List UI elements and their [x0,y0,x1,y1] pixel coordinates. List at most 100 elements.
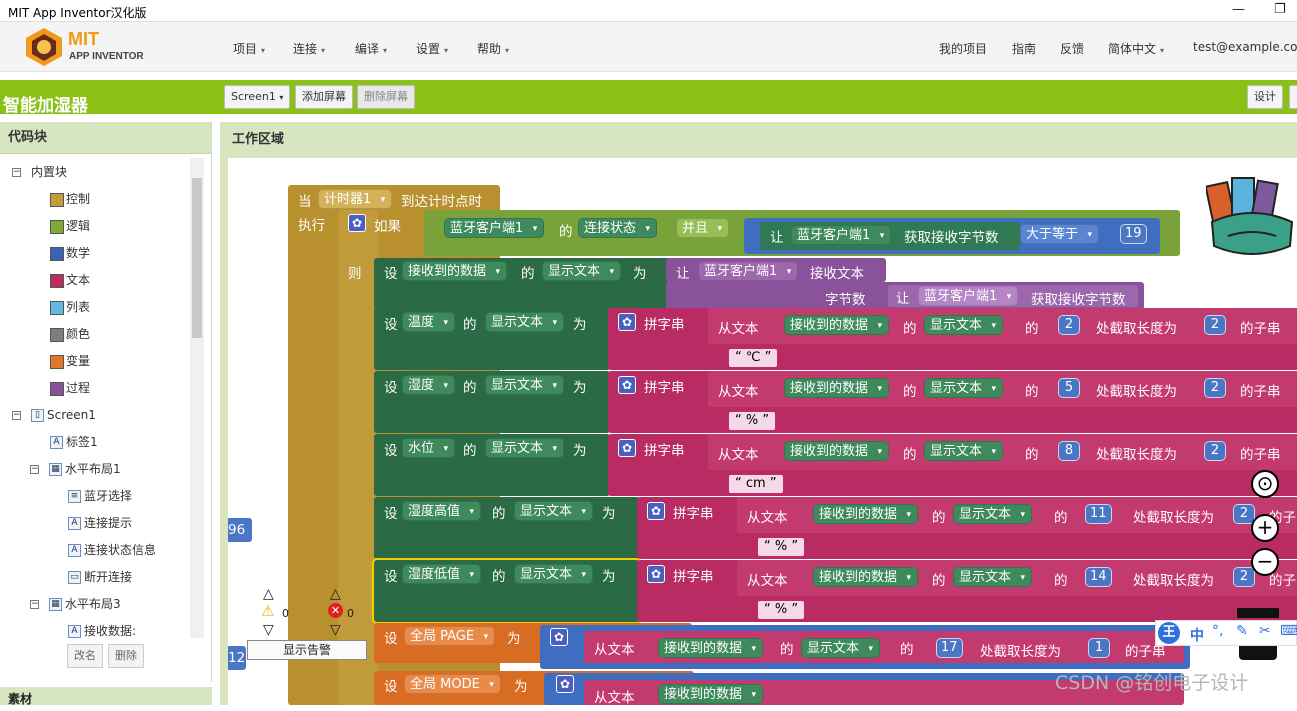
disp-prop-dropdown[interactable]: 显示文本 ▾ [953,567,1033,587]
tree-item-2[interactable]: 逻辑 [50,216,90,236]
start-number[interactable]: 8 [1058,441,1080,461]
recv-component-dropdown[interactable]: 接收到的数据 ▾ [658,638,764,658]
tree-toggle-icon[interactable]: − [30,464,39,474]
link-my-projects[interactable]: 我的项目 [939,42,988,56]
zoom-out-icon[interactable]: − [1251,548,1279,576]
center-target-icon[interactable]: ⊙ [1251,470,1279,498]
disp-prop-dropdown[interactable]: 显示文本 ▾ [514,501,594,521]
tree-item-3[interactable]: 数学 [50,243,90,263]
disp-prop-dropdown[interactable]: 显示文本 ▾ [514,564,594,584]
number-stub-12[interactable] [228,646,246,670]
link-feedback[interactable]: 反馈 [1060,42,1085,56]
disp-prop-dropdown[interactable]: 显示文本 ▾ [924,378,1004,398]
ime-pen-icon[interactable]: ✎ [1236,623,1248,639]
menu-connect[interactable]: 连接 ▾ [293,42,326,56]
recv-component-dropdown[interactable]: 接收到的数据 ▾ [784,378,890,398]
tree-item-16[interactable]: − ▦ 水平布局3 [30,594,121,614]
number-17[interactable]: 17 [936,638,963,658]
mutator-gear-icon[interactable]: ✿ [618,313,636,331]
mutator-gear-icon[interactable]: ✿ [348,214,366,232]
tree-item-13[interactable]: A 连接提示 [68,513,132,533]
bt-client-dropdown[interactable]: 蓝牙客户端1 ▾ [791,225,892,245]
ime-keyboard-icon[interactable]: ⌨ [1280,623,1297,639]
var-component-dropdown[interactable]: 湿度 ▾ [402,375,456,395]
recv-component-dropdown[interactable]: 接收到的数据 ▾ [658,684,764,704]
recv-component-dropdown[interactable]: 接收到的数据 ▾ [813,504,919,524]
language-menu[interactable]: 简体中文 ▾ [1108,42,1165,56]
recv-component-dropdown[interactable]: 接收到的数据 ▾ [784,441,890,461]
app-inventor-logo[interactable]: MIT APP INVENTOR [22,26,152,66]
length-number[interactable]: 2 [1204,441,1226,461]
ime-punct-icon[interactable]: °, [1212,623,1224,639]
mutator-gear-icon[interactable]: ✿ [550,628,568,646]
recv-component-dropdown[interactable]: 接收到的数据 ▾ [813,567,919,587]
disp-prop-dropdown[interactable]: 显示文本 ▾ [485,438,565,458]
warn-up-arrow-icon[interactable]: △ [263,586,274,602]
mutator-gear-icon[interactable]: ✿ [618,439,636,457]
start-number[interactable]: 14 [1085,567,1112,587]
number-stub-96[interactable] [228,518,252,542]
unit-text[interactable]: “ cm ” [728,474,784,494]
number-19[interactable]: 19 [1120,224,1147,244]
disp-prop-dropdown[interactable]: 显示文本 ▾ [953,504,1033,524]
screen-selector[interactable]: Screen1 ▾ [224,85,291,109]
recv-component-dropdown[interactable]: 接收到的数据 ▾ [402,261,508,281]
show-warnings-button[interactable]: 显示告警 [247,640,367,660]
start-number[interactable]: 11 [1085,504,1112,524]
disp-prop-dropdown[interactable]: 显示文本 ▾ [485,312,565,332]
backpack-icon[interactable] [1206,174,1297,260]
global-mode-dropdown[interactable]: 全局 MODE ▾ [404,674,501,694]
user-account[interactable]: test@example.com [1193,40,1297,54]
unit-text[interactable]: “ % ” [757,537,806,557]
tree-item-8[interactable]: 过程 [50,378,90,398]
start-number[interactable]: 2 [1058,315,1080,335]
start-number[interactable]: 5 [1058,378,1080,398]
palette-scrollbar[interactable] [190,158,204,638]
var-component-dropdown[interactable]: 温度 ▾ [402,312,456,332]
ime-scissors-icon[interactable]: ✂ [1259,623,1271,639]
bt-client-dropdown[interactable]: 蓝牙客户端1 ▾ [444,218,545,238]
menu-project[interactable]: 项目 ▾ [233,42,266,56]
menu-settings[interactable]: 设置 ▾ [416,42,449,56]
global-page-dropdown[interactable]: 全局 PAGE ▾ [404,626,496,646]
rename-button[interactable]: 改名 [67,644,103,668]
mutator-gear-icon[interactable]: ✿ [647,565,665,583]
add-screen-button[interactable]: 添加屏幕 [295,85,353,109]
unit-text[interactable]: “ % ” [728,411,777,431]
tree-item-0[interactable]: − 内置块 [12,162,67,182]
length-number[interactable]: 2 [1233,504,1255,524]
conn-status-dropdown[interactable]: 连接状态 ▾ [578,218,658,238]
tree-item-7[interactable]: 变量 [50,351,90,371]
number-1[interactable]: 1 [1088,638,1110,658]
timer-component-dropdown[interactable]: 计时器1 ▾ [318,189,393,209]
disp-prop-dropdown[interactable]: 显示文本 ▾ [924,315,1004,335]
disp-prop-dropdown[interactable]: 显示文本 ▾ [924,441,1004,461]
tree-toggle-icon[interactable]: − [30,599,39,609]
ime-language[interactable]: 中 [1190,628,1204,644]
length-number[interactable]: 2 [1204,378,1226,398]
disp-prop-dropdown[interactable]: 显示文本 ▾ [485,375,565,395]
disp-prop-dropdown[interactable]: 显示文本 ▾ [801,638,881,658]
if-block[interactable] [338,210,378,705]
bt-client-dropdown[interactable]: 蓝牙客户端1 ▾ [918,286,1019,306]
minimize-icon[interactable]: — [1232,2,1245,17]
tree-toggle-icon[interactable]: − [12,410,21,420]
error-down-arrow-icon[interactable]: ▽ [330,622,341,638]
delete-button[interactable]: 删除 [108,644,144,668]
blocks-workspace[interactable]: 当计时器1 ▾ 到达计时点时 执行 ✿ 如果则蓝牙客户端1 ▾ 的连接状态 ▾ 并且 ▾ 让蓝牙客户端… [228,158,1297,705]
menu-help[interactable]: 帮助 ▾ [477,42,510,56]
remove-screen-button[interactable]: 删除屏幕 [357,85,415,109]
error-up-arrow-icon[interactable]: △ [330,586,341,602]
warn-down-arrow-icon[interactable]: ▽ [263,622,274,638]
gte-operator-dropdown[interactable]: 大于等于 ▾ [1020,224,1100,244]
unit-text[interactable]: “ % ” [757,600,806,620]
zoom-in-icon[interactable]: + [1251,514,1279,542]
designer-button[interactable]: 设计 [1247,85,1283,109]
bt-client-dropdown[interactable]: 蓝牙客户端1 ▾ [698,261,799,281]
tree-item-15[interactable]: ▭ 断开连接 [68,567,132,587]
ime-logo-icon[interactable]: 王 [1158,622,1180,644]
var-component-dropdown[interactable]: 湿度低值 ▾ [402,564,482,584]
tree-item-14[interactable]: A 连接状态信息 [68,540,156,560]
tree-item-9[interactable]: − ▯ Screen1 [12,405,96,425]
tree-item-5[interactable]: 列表 [50,297,90,317]
